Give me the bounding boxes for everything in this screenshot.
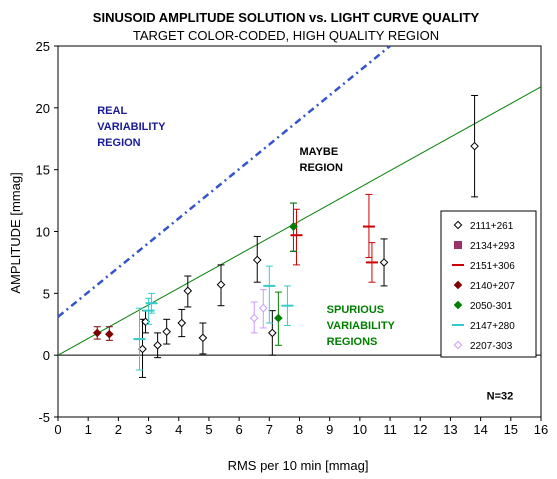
series-2050-301 bbox=[274, 202, 298, 346]
legend-label: 2140+207 bbox=[470, 281, 515, 292]
legend-item-2151+306: 2151+306 bbox=[452, 261, 515, 272]
data-point bbox=[379, 258, 389, 267]
data-point bbox=[198, 333, 208, 343]
x-tick-label: 11 bbox=[383, 422, 397, 437]
data-point bbox=[249, 313, 259, 323]
y-axis-label: AMPLITUDE [mmag] bbox=[8, 172, 23, 293]
legend-item-2140+207: 2140+207 bbox=[453, 280, 515, 292]
x-tick-label: 10 bbox=[353, 422, 367, 437]
legend-marker bbox=[453, 300, 463, 310]
data-point bbox=[289, 222, 298, 231]
x-tick-label: 12 bbox=[413, 422, 427, 437]
y-tick-label: 15 bbox=[36, 163, 50, 178]
x-tick-label: 8 bbox=[296, 422, 303, 437]
data-point bbox=[274, 313, 283, 323]
data-point bbox=[177, 318, 187, 328]
reference-lines bbox=[58, 46, 541, 356]
x-tick-label: 6 bbox=[236, 422, 243, 437]
x-tick-label: 16 bbox=[534, 422, 548, 437]
y-tick-label: 5 bbox=[43, 286, 50, 301]
legend: 2111+261 2134+293 2151+306 2140+207 2050-301… bbox=[440, 210, 537, 358]
x-tick-label: 5 bbox=[205, 422, 212, 437]
legend-item-2207-303: 2207-303 bbox=[453, 340, 513, 352]
series-2140+207 bbox=[92, 326, 114, 341]
plot-area: 0 1 2 3 4 5 6 7 8 9 10 11 12 13 14 15 16-50510152025REAL… bbox=[36, 39, 549, 437]
annotation-0: REAL VARIABILITY REGION bbox=[97, 105, 166, 149]
data-point bbox=[252, 255, 262, 265]
y-tick-label: 25 bbox=[36, 39, 50, 54]
x-tick-label: 2 bbox=[115, 422, 122, 437]
data-point bbox=[183, 286, 193, 296]
y-tick-label: 0 bbox=[43, 348, 50, 363]
y-tick-label: 20 bbox=[36, 101, 50, 116]
legend-marker bbox=[453, 280, 463, 290]
data-point bbox=[141, 317, 150, 327]
legend-label: 2111+261 bbox=[470, 221, 514, 232]
legend-label: 2050-301 bbox=[470, 301, 513, 312]
annotation-3: N=32 bbox=[487, 391, 514, 403]
data-point bbox=[153, 340, 162, 350]
legend-label: 2207-303 bbox=[470, 341, 513, 352]
series-2147+280 bbox=[133, 265, 294, 371]
x-tick-label: 14 bbox=[473, 422, 487, 437]
data-point bbox=[258, 303, 268, 313]
data-point bbox=[105, 329, 114, 339]
annotation-2: SPURIOUS VARIABILITY REGIONS bbox=[327, 304, 396, 348]
legend-item-2111+261: 2111+261 bbox=[453, 220, 514, 232]
legend-item-2050-301: 2050-301 bbox=[453, 300, 513, 312]
x-tick-label: 4 bbox=[175, 422, 182, 437]
data-point bbox=[162, 327, 171, 336]
data-point bbox=[138, 344, 147, 354]
data-point bbox=[216, 280, 226, 289]
data-point bbox=[470, 141, 479, 151]
annotation-1: MAYBE REGION bbox=[300, 146, 343, 174]
legend-marker bbox=[454, 241, 462, 249]
legend-label: 2151+306 bbox=[470, 261, 515, 272]
y-tick-label: -5 bbox=[38, 410, 50, 425]
series-2151+306 bbox=[290, 193, 378, 283]
data-point bbox=[268, 328, 277, 338]
series-2111+261 bbox=[138, 94, 479, 378]
x-tick-label: 7 bbox=[266, 422, 273, 437]
series-2207-303 bbox=[249, 289, 268, 334]
x-axis-label: RMS per 10 min [mmag] bbox=[228, 458, 369, 473]
y-tick-label: 10 bbox=[36, 225, 50, 240]
legend-marker bbox=[453, 220, 463, 230]
legend-label: 2134+293 bbox=[470, 241, 515, 252]
spurious-boundary-line bbox=[58, 86, 541, 356]
legend-marker bbox=[453, 340, 463, 350]
x-tick-label: 1 bbox=[85, 422, 92, 437]
x-tick-label: 15 bbox=[504, 422, 518, 437]
x-tick-label: 13 bbox=[443, 422, 457, 437]
data-point bbox=[92, 328, 102, 338]
real-variability-boundary-line bbox=[58, 46, 391, 318]
legend-item-2134+293: 2134+293 bbox=[454, 241, 515, 252]
chart-title: SINUSOID AMPLITUDE SOLUTION vs. LIGHT CU… bbox=[93, 10, 480, 25]
x-tick-label: 9 bbox=[326, 422, 333, 437]
x-tick-label: 3 bbox=[145, 422, 152, 437]
x-tick-label: 0 bbox=[54, 422, 61, 437]
chart-subtitle: TARGET COLOR-CODED, HIGH QUALITY REGION bbox=[133, 28, 439, 43]
legend-item-2147+280: 2147+280 bbox=[452, 321, 515, 332]
legend-label: 2147+280 bbox=[470, 321, 515, 332]
